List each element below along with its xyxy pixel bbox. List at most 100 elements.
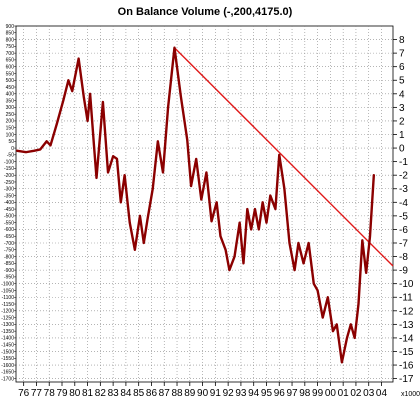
x-tick-label: 00 (325, 388, 337, 399)
left-tick-label: 250 (6, 112, 15, 118)
series-point (250, 228, 253, 231)
x-tick-label: 82 (95, 388, 107, 399)
series-point (112, 155, 115, 158)
series-point (340, 361, 343, 364)
left-tick-label: -500 (4, 214, 14, 220)
series-point (107, 171, 109, 174)
series-point (246, 208, 249, 210)
left-tick-label: -1150 (2, 302, 15, 308)
right-tick-label: 5 (399, 76, 405, 87)
x-tick-label: 80 (69, 388, 81, 399)
series-layer (16, 46, 394, 364)
left-tick-label: -50 (7, 153, 14, 159)
right-tick-label: -3 (399, 184, 408, 195)
left-tick-label: -900 (4, 268, 14, 274)
left-tick-label: 150 (6, 126, 15, 132)
series-point (316, 289, 319, 292)
right-tick-label: -7 (399, 238, 408, 249)
right-tick-label: -2 (399, 171, 408, 182)
left-tick-label: 800 (6, 37, 15, 43)
series-point (93, 144, 95, 147)
right-tick-label: -10 (399, 279, 414, 290)
series-point (89, 92, 92, 95)
right-tick-label: -6 (399, 225, 408, 236)
series-point (119, 201, 122, 204)
series-point (95, 176, 98, 179)
series-point (312, 282, 315, 285)
x-tick-label: 87 (159, 388, 171, 399)
x-tick-label: 89 (184, 388, 196, 399)
left-tick-label: -1250 (1, 315, 14, 321)
right-tick-label: 7 (399, 49, 405, 60)
series-point (128, 221, 131, 224)
trendline (173, 47, 394, 267)
left-tick-label: 450 (6, 85, 15, 91)
left-tick-label: -750 (4, 248, 14, 254)
x-tick-label: 77 (31, 388, 43, 399)
series-point (210, 220, 213, 223)
x-tick-label: 88 (171, 388, 183, 399)
series-point (369, 235, 371, 238)
series-point (16, 149, 19, 152)
series-point (261, 201, 264, 204)
left-tick-label: -150 (4, 166, 14, 172)
series-point (82, 95, 85, 98)
series-point (242, 262, 245, 265)
plot-frame (15, 25, 394, 383)
series-point (233, 255, 236, 258)
left-tick-label: -600 (4, 227, 14, 233)
right-tick-label: -9 (399, 266, 408, 277)
series-point (173, 46, 176, 49)
right-tick-label: 3 (399, 103, 405, 114)
x-axis: 76 77 78 79 80 81 82 83 84 85 86 87 88 89 90 91 92 93 94 95… (18, 382, 387, 399)
right-tick-label: -11 (399, 293, 413, 304)
series-point (190, 185, 192, 187)
left-tick-label: -1650 (1, 370, 14, 376)
x-tick-label: 81 (82, 388, 94, 399)
x-tick-label: 76 (18, 388, 30, 399)
x-tick-label: 85 (133, 388, 145, 399)
series-point (283, 187, 286, 190)
series-point (133, 248, 136, 251)
series-point (302, 262, 305, 265)
left-tick-label: -1700 (1, 376, 14, 382)
left-tick-label: -1200 (1, 309, 14, 315)
right-tick-label: 6 (399, 62, 405, 73)
series-point (146, 217, 149, 220)
x-tick-label: 03 (363, 388, 375, 399)
x-tick-label: 92 (223, 388, 235, 399)
left-tick-label: -650 (4, 234, 14, 240)
series-point (45, 140, 48, 143)
right-tick-label: -13 (399, 320, 414, 331)
left-tick-label: 0 (11, 146, 14, 152)
series-point (365, 271, 368, 274)
right-tick-label: -16 (399, 361, 414, 372)
x-tick-label: 84 (120, 388, 132, 399)
series-point (349, 323, 352, 326)
series-point (357, 303, 360, 305)
left-tick-label: -1600 (1, 363, 14, 369)
series-point (77, 57, 80, 60)
series-point (195, 158, 198, 160)
left-tick-label: -1400 (1, 336, 14, 342)
x-tick-label: 04 (376, 388, 388, 399)
left-tick-label: -300 (4, 187, 14, 193)
x-tick-label: 98 (299, 388, 311, 399)
left-tick-label: -800 (4, 254, 14, 260)
series-point (293, 269, 296, 272)
series-point (228, 269, 231, 272)
series-line (16, 46, 376, 364)
series-point (25, 151, 28, 154)
left-tick-label: 900 (6, 24, 15, 30)
left-tick-label: -200 (4, 173, 14, 179)
left-tick-label: 50 (8, 139, 14, 145)
right-tick-label: -5 (399, 211, 408, 222)
left-tick-label: 100 (6, 132, 15, 138)
series-point (62, 99, 65, 102)
left-tick-label: 500 (6, 78, 15, 84)
series-point (278, 153, 281, 156)
left-tick-label: -250 (4, 180, 14, 186)
series-point (162, 171, 164, 174)
series-point (238, 221, 241, 224)
right-tick-label: -15 (399, 347, 414, 358)
